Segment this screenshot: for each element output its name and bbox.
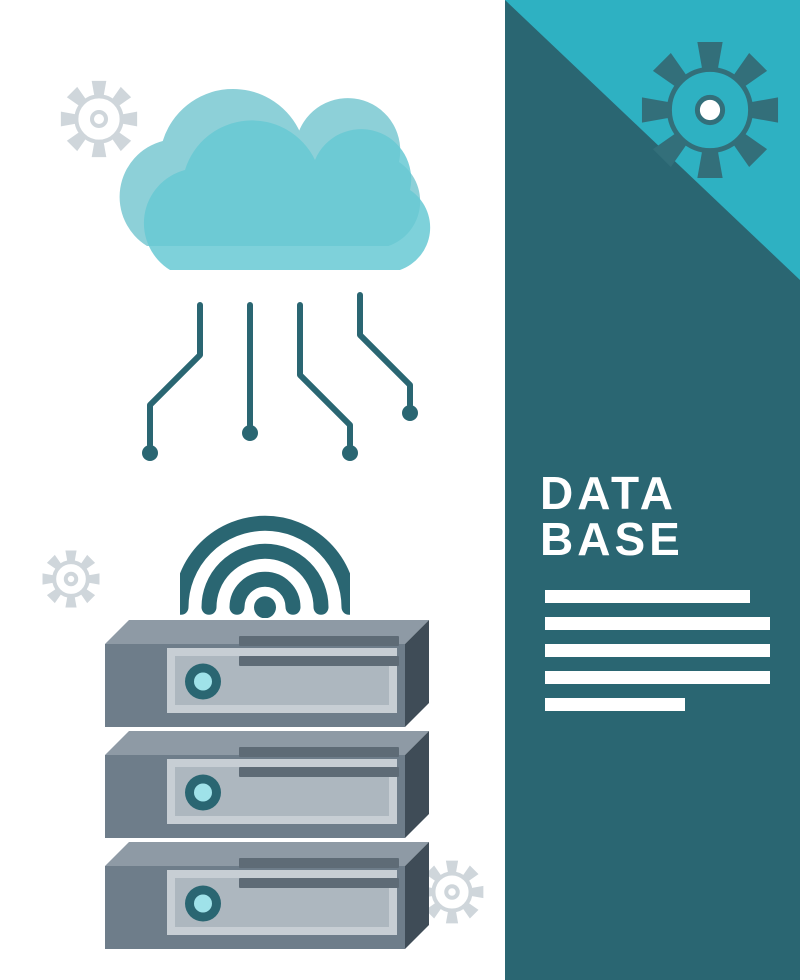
wifi-icon bbox=[180, 490, 350, 618]
server-unit bbox=[105, 731, 429, 838]
placeholder-text-bar bbox=[545, 590, 750, 603]
title-line-2: BASE bbox=[540, 516, 684, 562]
placeholder-text-bar bbox=[545, 617, 770, 630]
infographic-canvas: DATA BASE bbox=[0, 0, 800, 980]
placeholder-text-bar bbox=[545, 698, 685, 711]
title-line-1: DATA bbox=[540, 470, 684, 516]
gear-top-right-icon bbox=[640, 40, 780, 185]
cloud-icon bbox=[70, 65, 490, 545]
infographic-title: DATA BASE bbox=[540, 470, 684, 562]
server-unit bbox=[105, 842, 429, 949]
placeholder-text-bar bbox=[545, 671, 770, 684]
placeholder-text-bar bbox=[545, 644, 770, 657]
server-unit bbox=[105, 620, 429, 727]
placeholder-text-bars bbox=[545, 590, 770, 725]
gear-mid-left-icon bbox=[42, 550, 100, 613]
server-stack-icon bbox=[105, 620, 429, 953]
gear-bot-mid-icon bbox=[420, 860, 484, 929]
